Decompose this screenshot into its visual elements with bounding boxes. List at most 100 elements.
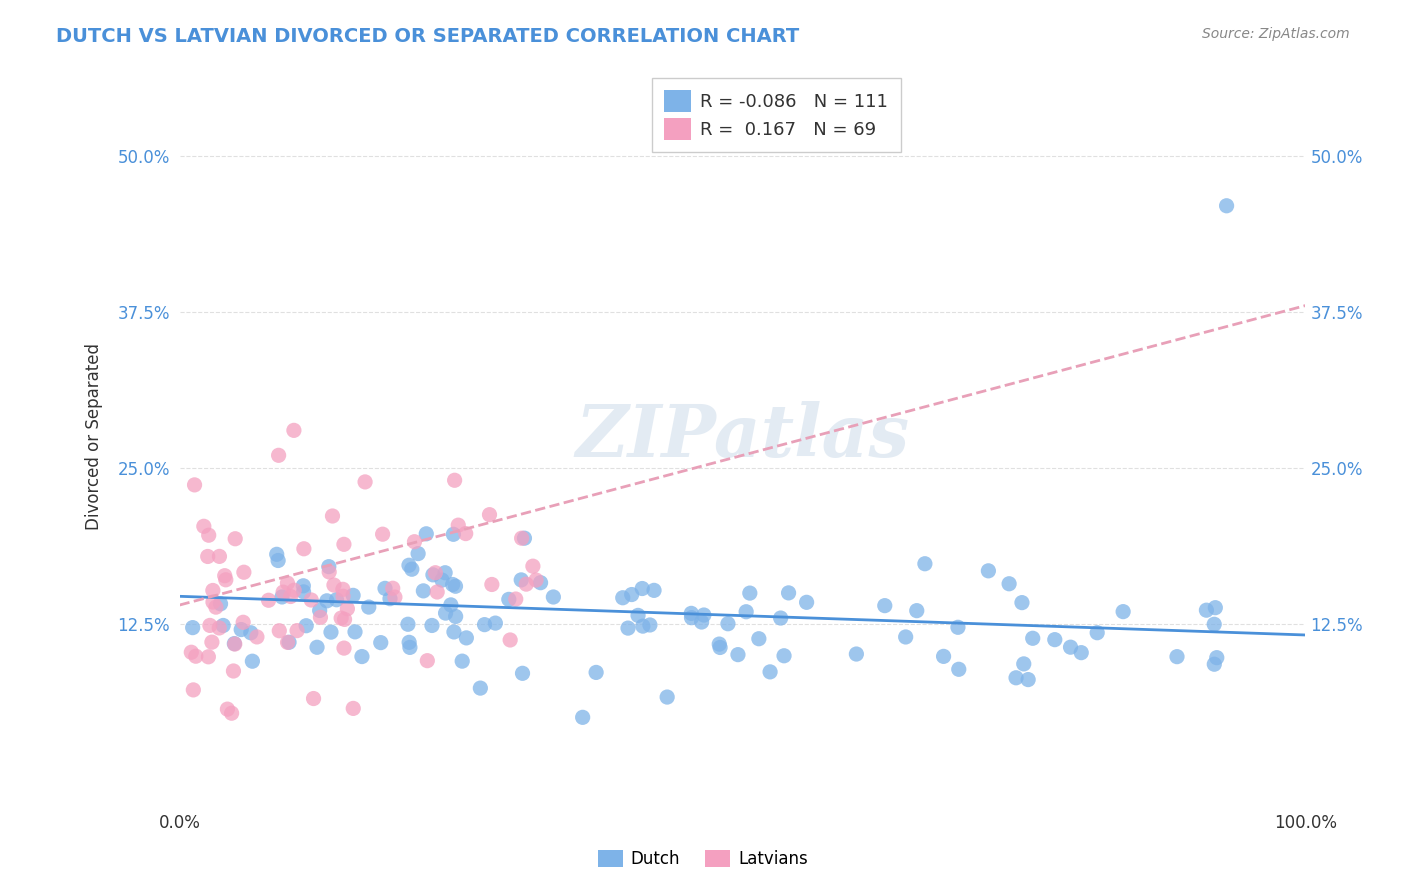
Dutch — [401, 562, 423, 576]
Dutch — [212, 618, 235, 632]
Text: DUTCH VS LATVIAN DIVORCED OR SEPARATED CORRELATION CHART: DUTCH VS LATVIAN DIVORCED OR SEPARATED C… — [56, 27, 800, 45]
Dutch — [1215, 199, 1237, 213]
Latvians — [283, 583, 305, 598]
Dutch — [727, 648, 749, 662]
Dutch — [292, 585, 315, 599]
Text: ZIPatlas: ZIPatlas — [575, 401, 910, 472]
Dutch — [267, 553, 290, 567]
Legend: Dutch, Latvians: Dutch, Latvians — [591, 843, 815, 875]
Latvians — [221, 706, 243, 721]
Dutch — [769, 611, 792, 625]
Latvians — [215, 573, 238, 587]
Latvians — [384, 590, 406, 604]
Latvians — [454, 526, 477, 541]
Dutch — [946, 620, 969, 634]
Latvians — [269, 624, 291, 638]
Dutch — [1070, 646, 1092, 660]
Dutch — [1166, 649, 1188, 664]
Dutch — [681, 607, 703, 621]
Dutch — [873, 599, 896, 613]
Latvians — [522, 559, 544, 574]
Dutch — [231, 623, 253, 637]
Dutch — [278, 635, 301, 649]
Latvians — [515, 577, 537, 591]
Dutch — [319, 625, 342, 640]
Dutch — [181, 621, 204, 635]
Latvians — [318, 565, 340, 579]
Dutch — [308, 603, 330, 617]
Latvians — [180, 645, 202, 659]
Dutch — [709, 637, 731, 651]
Dutch — [1205, 650, 1227, 665]
Dutch — [543, 590, 565, 604]
Latvians — [246, 630, 269, 644]
Latvians — [197, 549, 219, 564]
Latvians — [381, 581, 404, 595]
Dutch — [1085, 625, 1108, 640]
Dutch — [748, 632, 770, 646]
Dutch — [1022, 632, 1045, 646]
Dutch — [998, 576, 1021, 591]
Dutch — [398, 558, 420, 573]
Dutch — [406, 547, 429, 561]
Latvians — [342, 701, 364, 715]
Dutch — [1204, 657, 1226, 672]
Latvians — [285, 624, 308, 638]
Latvians — [481, 577, 503, 591]
Latvians — [208, 621, 231, 635]
Dutch — [932, 649, 955, 664]
Latvians — [283, 423, 305, 437]
Dutch — [1043, 632, 1066, 647]
Dutch — [316, 594, 339, 608]
Dutch — [948, 662, 970, 676]
Latvians — [232, 615, 254, 630]
Latvians — [201, 595, 224, 609]
Latvians — [404, 534, 426, 549]
Latvians — [292, 541, 315, 556]
Y-axis label: Divorced or Separated: Divorced or Separated — [86, 343, 103, 530]
Dutch — [209, 597, 232, 611]
Dutch — [796, 595, 818, 609]
Latvians — [276, 576, 298, 591]
Latvians — [198, 618, 221, 632]
Dutch — [430, 573, 453, 587]
Dutch — [434, 606, 457, 620]
Latvians — [257, 593, 280, 607]
Latvians — [330, 611, 353, 625]
Latvians — [505, 592, 527, 607]
Dutch — [295, 618, 318, 632]
Dutch — [422, 567, 444, 582]
Dutch — [224, 637, 246, 651]
Dutch — [1204, 600, 1226, 615]
Latvians — [371, 527, 394, 541]
Dutch — [350, 649, 373, 664]
Dutch — [239, 625, 262, 640]
Latvians — [183, 478, 205, 492]
Latvians — [299, 593, 322, 607]
Dutch — [1059, 640, 1081, 655]
Dutch — [412, 583, 434, 598]
Legend: R = -0.086   N = 111, R =  0.167   N = 69: R = -0.086 N = 111, R = 0.167 N = 69 — [651, 78, 901, 153]
Dutch — [631, 582, 654, 596]
Dutch — [627, 608, 650, 623]
Dutch — [657, 690, 679, 704]
Latvians — [332, 589, 354, 603]
Dutch — [612, 591, 634, 605]
Latvians — [197, 649, 219, 664]
Dutch — [1204, 617, 1226, 632]
Dutch — [484, 616, 506, 631]
Latvians — [309, 610, 332, 624]
Latvians — [205, 600, 228, 615]
Latvians — [197, 528, 219, 542]
Dutch — [638, 618, 661, 632]
Dutch — [778, 586, 800, 600]
Dutch — [498, 592, 520, 607]
Latvians — [201, 583, 224, 598]
Latvians — [217, 702, 239, 716]
Latvians — [478, 508, 501, 522]
Dutch — [1195, 603, 1218, 617]
Latvians — [354, 475, 377, 489]
Text: Source: ZipAtlas.com: Source: ZipAtlas.com — [1202, 27, 1350, 41]
Dutch — [378, 591, 401, 606]
Latvians — [323, 578, 346, 592]
